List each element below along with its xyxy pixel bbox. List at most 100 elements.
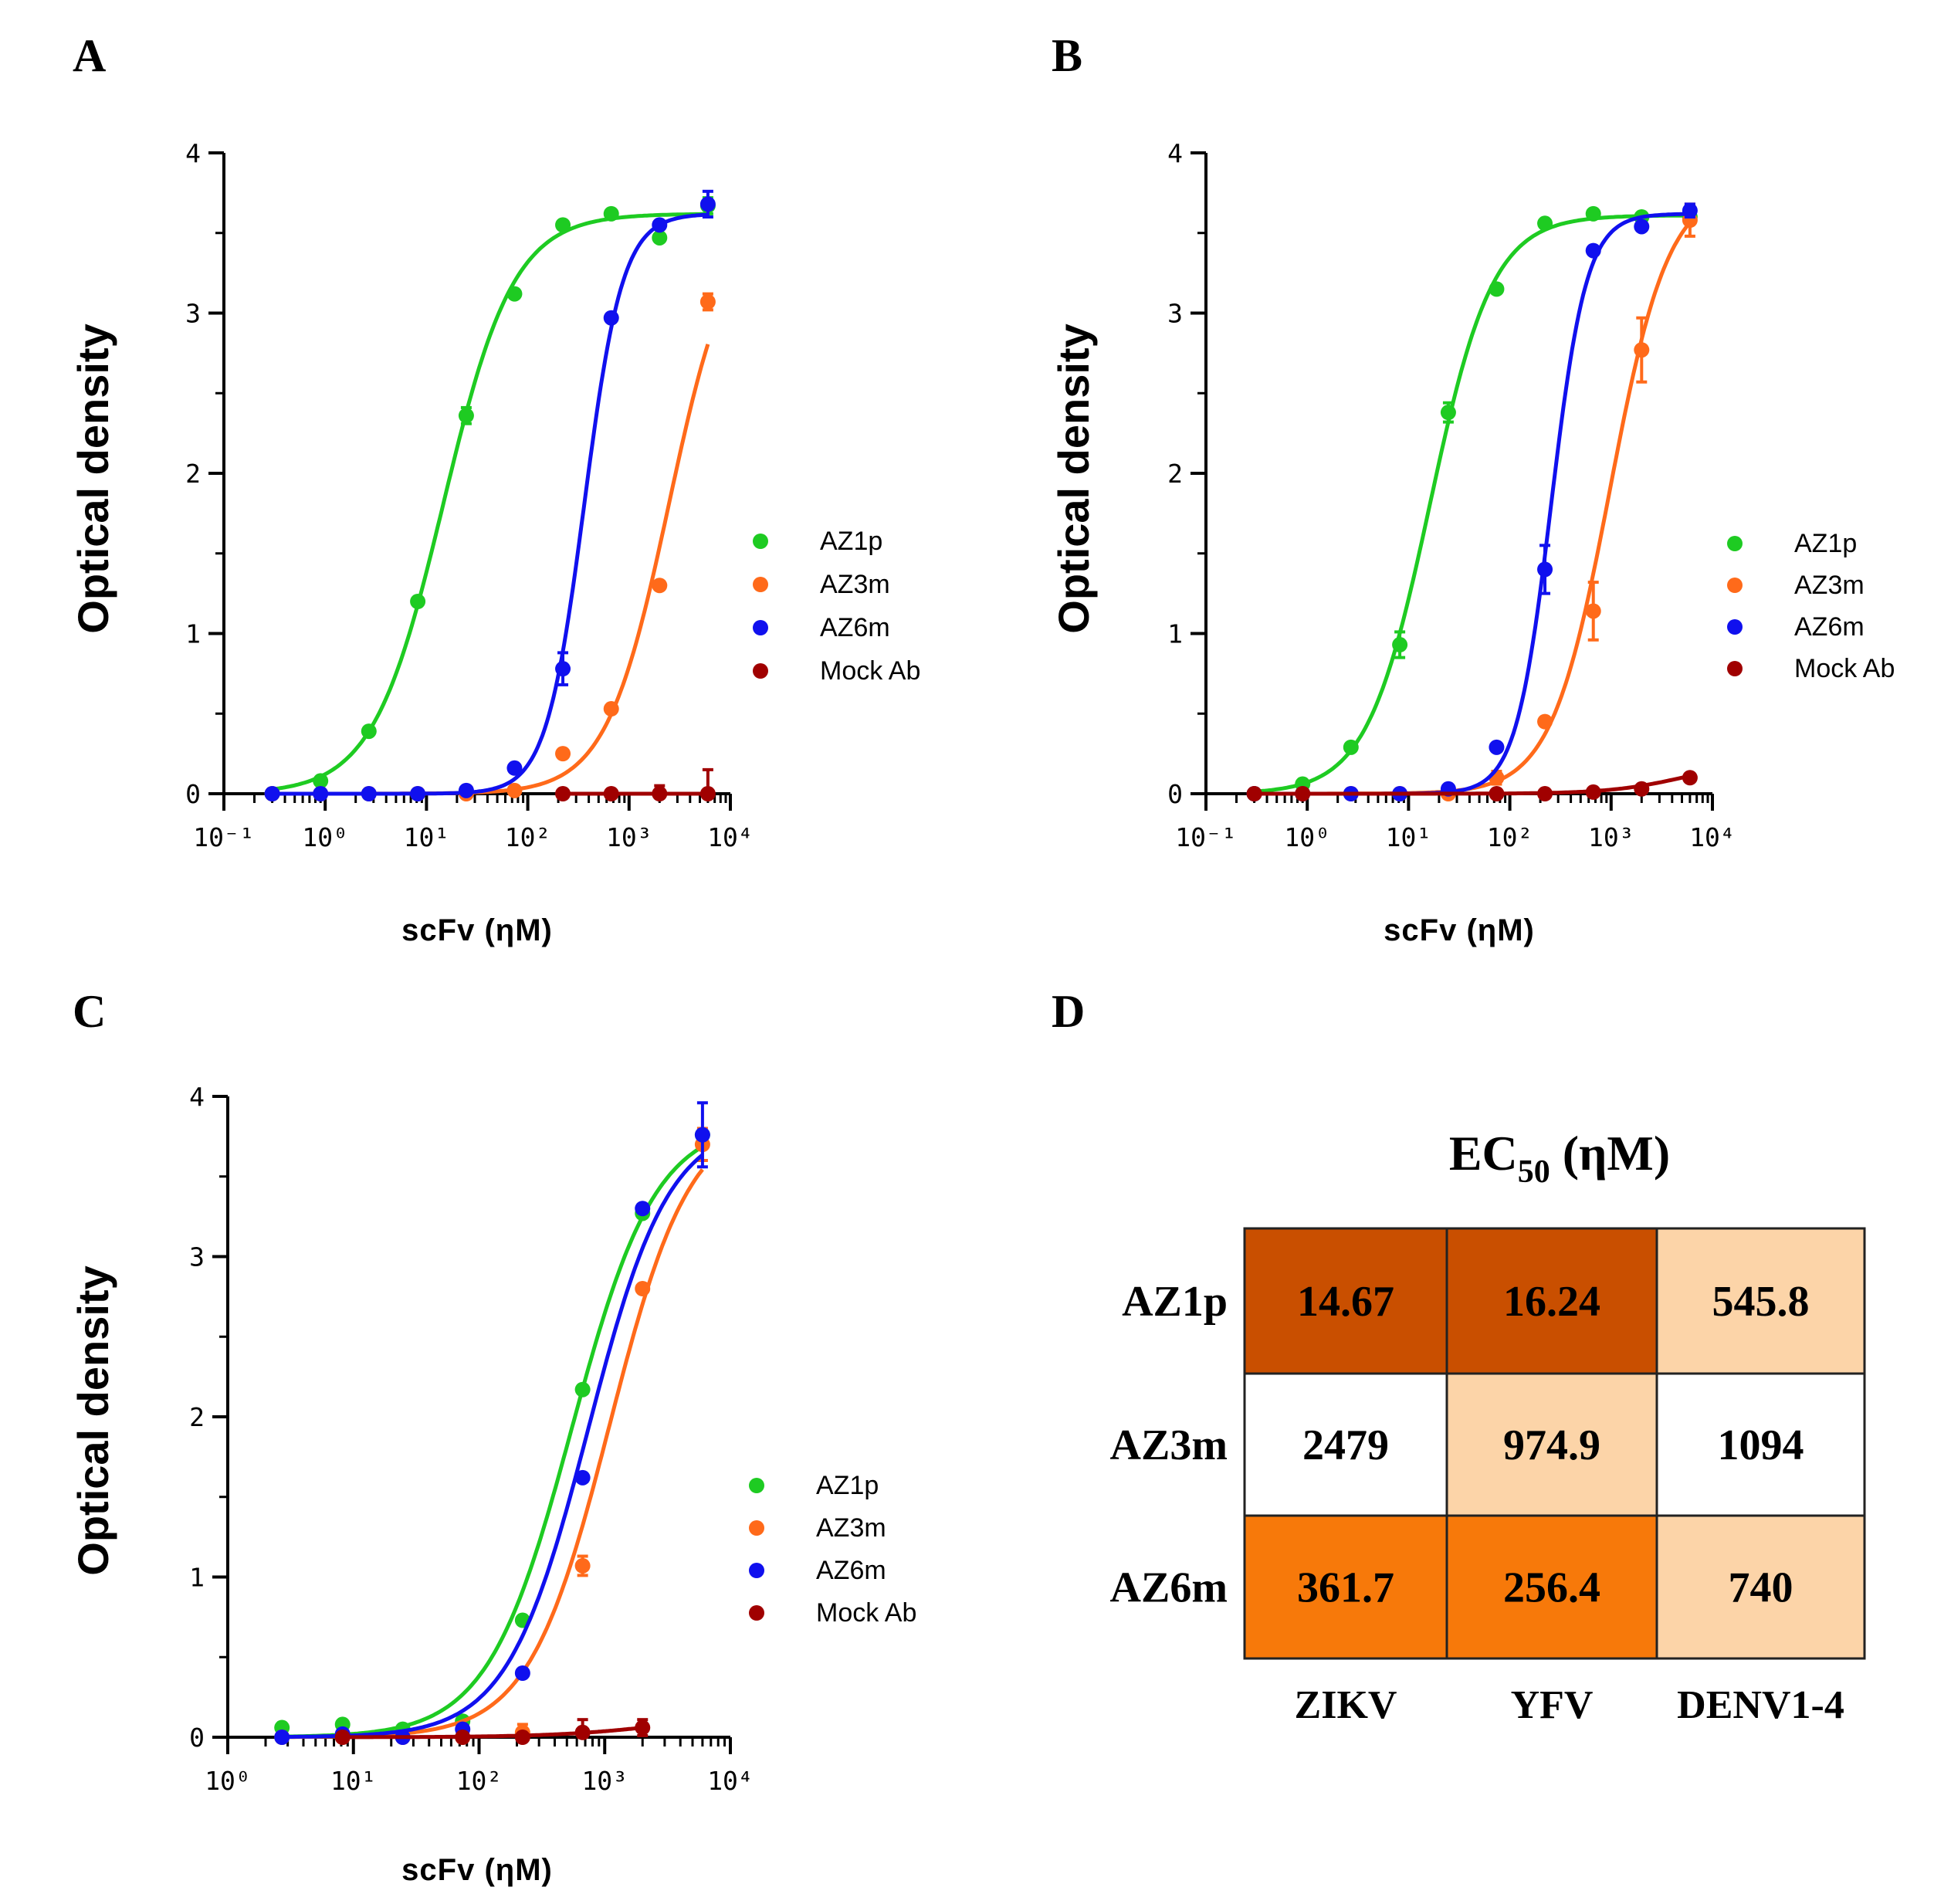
- data-point-az6m: [694, 1126, 710, 1143]
- x-tick-label: 10⁻¹: [1175, 822, 1236, 852]
- x-axis-title: scFv (ηM): [401, 1853, 553, 1887]
- legend-label-az6m: AZ6m: [1794, 612, 1865, 642]
- table-title-tail: (ηM): [1550, 1126, 1670, 1181]
- table-row-label-az3m: AZ3m: [1110, 1421, 1228, 1469]
- data-point-az1p: [313, 773, 329, 789]
- table-cell: [1243, 1227, 1448, 1375]
- data-point-az1p: [652, 229, 668, 246]
- chart-panel-c: 0 1 2 3 4 10⁰ 10¹ 10² 10³ 10⁴ Optical density scFv …: [69, 1082, 916, 1887]
- data-point-az6m: [264, 786, 280, 801]
- table-cell-value: 545.8: [1712, 1278, 1810, 1326]
- fit-curve-az6m: [272, 212, 709, 796]
- data-point-mock-ab: [1585, 784, 1601, 800]
- data-point-az1p: [1537, 215, 1553, 232]
- y-tick-label: 1: [189, 1563, 205, 1593]
- panel-label-a: A: [73, 30, 106, 81]
- data-point-az6m: [506, 760, 523, 776]
- fit-curve-az1p: [282, 1144, 704, 1739]
- x-tick-label: 10⁻¹: [193, 822, 254, 852]
- data-point-az3m: [635, 1281, 651, 1296]
- legend-marker-az1p: [749, 1478, 764, 1493]
- y-tick-label: 0: [185, 779, 201, 809]
- y-tick-label: 4: [185, 138, 201, 168]
- table-cell: [1243, 1372, 1448, 1517]
- data-point-az6m: [635, 1201, 651, 1217]
- legend-label-az1p: AZ1p: [816, 1471, 879, 1500]
- x-tick-label: 10⁰: [1284, 822, 1330, 852]
- data-point-az3m: [1585, 603, 1601, 619]
- x-tick-label: 10⁴: [707, 1766, 754, 1796]
- y-axis-title: Optical density: [1049, 324, 1098, 633]
- fit-curve-mock-ab: [1254, 774, 1691, 796]
- table-cell-value: 974.9: [1503, 1421, 1600, 1469]
- chart-panel-b: 0 1 2 3 4 10⁻¹ 10⁰ 10¹ 10² 10³ 10⁴ Optical density s…: [1049, 138, 1895, 947]
- y-tick-label: 3: [189, 1242, 205, 1272]
- data-point-mock-ab: [1634, 781, 1650, 797]
- x-tick-label: 10⁴: [1689, 822, 1736, 852]
- y-tick-label: 3: [1167, 299, 1183, 329]
- data-point-az6m: [652, 217, 668, 233]
- data-point-az3m: [555, 746, 571, 762]
- legend-marker-mock-ab: [1727, 661, 1743, 676]
- data-point-mock-ab: [334, 1730, 351, 1745]
- series-az6m: [264, 189, 716, 801]
- table-title-main: EC: [1449, 1126, 1518, 1181]
- data-point-mock-ab: [1489, 786, 1505, 801]
- series-az1p: [1246, 205, 1698, 801]
- data-point-az6m: [1585, 242, 1601, 259]
- x-axis-title: scFv (ηM): [1384, 913, 1535, 947]
- y-tick-label: 4: [1167, 138, 1183, 168]
- data-point-az1p: [506, 286, 523, 302]
- ec50-heatmap-table: EC50 (ηM) 14.67 16.24 545.8 2479 974.9 1094 361…: [1110, 1126, 1866, 1727]
- panel-label-d: D: [1052, 986, 1085, 1037]
- data-point-az1p: [361, 723, 377, 740]
- data-point-az1p: [410, 594, 426, 609]
- legend-label-az3m: AZ3m: [820, 570, 890, 599]
- fit-curve-az6m: [1254, 212, 1690, 796]
- table-cell-value: 740: [1729, 1564, 1793, 1612]
- legend-marker-az6m: [1727, 619, 1743, 635]
- table-cell: [1243, 1514, 1448, 1660]
- table-row-label-az6m: AZ6m: [1110, 1564, 1228, 1612]
- series-az3m: [274, 1126, 710, 1745]
- series-az1p: [274, 1126, 710, 1739]
- data-point-az6m: [555, 661, 571, 677]
- series-az3m: [264, 292, 716, 801]
- x-tick-label: 10²: [505, 822, 551, 852]
- data-point-az1p: [1585, 205, 1601, 222]
- y-tick-label: 4: [189, 1082, 205, 1112]
- x-tick-label: 10¹: [330, 1766, 377, 1796]
- y-tick-label: 0: [1167, 779, 1183, 809]
- table-cell-value: 256.4: [1503, 1564, 1600, 1612]
- data-point-az1p: [1343, 739, 1359, 755]
- table-title-subscript: 50: [1518, 1154, 1550, 1190]
- x-tick-label: 10³: [581, 1766, 628, 1796]
- series-az6m: [274, 1101, 710, 1745]
- table-row-label-az1p: AZ1p: [1122, 1278, 1228, 1326]
- legend-marker-mock-ab: [749, 1605, 764, 1621]
- y-axis-title: Optical density: [69, 324, 117, 633]
- data-point-az3m: [574, 1557, 591, 1574]
- x-tick-label: 10⁰: [302, 822, 348, 852]
- legend-label-az3m: AZ3m: [1794, 571, 1865, 600]
- legend-marker-az1p: [1727, 536, 1743, 551]
- data-point-az1p: [458, 408, 474, 424]
- data-point-az6m: [410, 786, 426, 801]
- fit-curve-az3m: [1254, 221, 1692, 796]
- data-point-az3m: [1537, 713, 1553, 730]
- data-point-az3m: [652, 578, 668, 594]
- fit-curve-az6m: [282, 1153, 704, 1740]
- data-point-az6m: [458, 782, 474, 798]
- y-tick-label: 1: [1167, 619, 1183, 649]
- data-point-mock-ab: [455, 1730, 471, 1745]
- data-point-az1p: [1489, 281, 1505, 297]
- data-point-az3m: [699, 293, 716, 310]
- data-point-az6m: [1489, 739, 1505, 755]
- data-point-az1p: [603, 205, 619, 222]
- data-point-az6m: [361, 786, 377, 801]
- data-point-mock-ab: [1537, 786, 1553, 801]
- legend-marker-mock-ab: [753, 663, 768, 679]
- table-cell-value: 16.24: [1503, 1278, 1600, 1326]
- table-cell: [1445, 1514, 1658, 1660]
